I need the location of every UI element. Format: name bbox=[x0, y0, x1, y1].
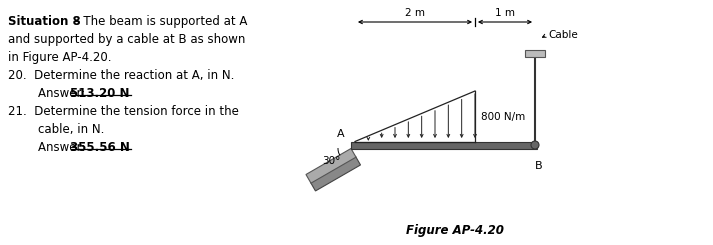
Text: 513.20 N: 513.20 N bbox=[71, 87, 130, 100]
Text: 2 m: 2 m bbox=[405, 8, 425, 18]
Text: in Figure AP-4.20.: in Figure AP-4.20. bbox=[8, 51, 111, 64]
Text: B: B bbox=[535, 161, 543, 171]
Polygon shape bbox=[351, 142, 537, 148]
Text: A: A bbox=[337, 129, 345, 139]
Text: and supported by a cable at B as shown: and supported by a cable at B as shown bbox=[8, 33, 245, 46]
Text: 355.56 N: 355.56 N bbox=[71, 141, 130, 154]
Text: 1 m: 1 m bbox=[495, 8, 515, 18]
Text: Cable: Cable bbox=[548, 30, 578, 40]
Text: Answer:: Answer: bbox=[8, 87, 89, 100]
Text: Answer:: Answer: bbox=[8, 141, 89, 154]
Polygon shape bbox=[310, 156, 361, 191]
Text: 30°: 30° bbox=[322, 157, 340, 167]
Circle shape bbox=[531, 141, 539, 149]
Polygon shape bbox=[525, 50, 545, 57]
Text: Situation 8: Situation 8 bbox=[8, 15, 81, 28]
Polygon shape bbox=[306, 148, 356, 183]
Text: – The beam is supported at A: – The beam is supported at A bbox=[69, 15, 247, 28]
Text: Figure AP-4.20: Figure AP-4.20 bbox=[406, 224, 504, 237]
Text: 800 N/m: 800 N/m bbox=[481, 112, 525, 122]
Text: cable, in N.: cable, in N. bbox=[8, 123, 104, 136]
Text: 20.  Determine the reaction at A, in N.: 20. Determine the reaction at A, in N. bbox=[8, 69, 235, 82]
Text: 21.  Determine the tension force in the: 21. Determine the tension force in the bbox=[8, 105, 239, 118]
